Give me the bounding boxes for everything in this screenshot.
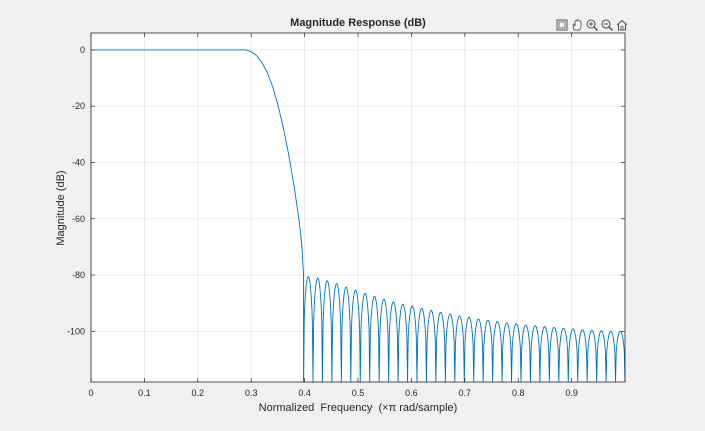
grid [91, 33, 625, 382]
y-tick-label: 0 [80, 45, 85, 55]
zoom-out-button[interactable] [600, 17, 614, 33]
x-tick-label: 0.5 [352, 388, 365, 398]
x-tick-label: 0.7 [459, 388, 472, 398]
chart-title: Magnitude Response (dB) [290, 17, 426, 29]
pan-button[interactable] [570, 17, 584, 33]
axes-toolbar [555, 16, 629, 34]
x-tick-label: 0 [88, 388, 93, 398]
y-tick-label: -20 [72, 101, 85, 111]
magnitude-response-line [91, 49, 626, 383]
x-tick-label: 0.9 [565, 388, 578, 398]
pan-hand-icon [572, 19, 582, 31]
plot-area [91, 49, 626, 383]
zoom-in-button[interactable] [585, 17, 599, 33]
y-tick-labels: 0 -20 -40 -60 -80 -100 [67, 45, 85, 336]
y-tick-label: -60 [72, 214, 85, 224]
x-tick-labels: 0 0.1 0.2 0.3 0.4 0.5 0.6 0.7 0.8 0.9 [88, 388, 577, 398]
y-axis-label: Magnitude (dB) [55, 170, 67, 245]
x-tick-label: 0.8 [512, 388, 525, 398]
export-icon [556, 19, 568, 31]
x-tick-label: 0.3 [245, 388, 258, 398]
y-tick-label: -100 [67, 326, 85, 336]
x-axis-label: Normalized Frequency (×π rad/sample) [259, 402, 458, 414]
zoom-in-icon [586, 19, 599, 32]
home-icon [616, 19, 628, 31]
zoom-out-icon [601, 19, 614, 32]
home-button[interactable] [615, 17, 629, 33]
y-tick-label: -40 [72, 157, 85, 167]
export-button[interactable] [555, 17, 569, 33]
y-tick-label: -80 [72, 270, 85, 280]
x-tick-label: 0.1 [138, 388, 151, 398]
tick-marks [90, 33, 625, 382]
x-tick-label: 0.2 [192, 388, 205, 398]
x-tick-label: 0.4 [298, 388, 311, 398]
x-tick-label: 0.6 [405, 388, 418, 398]
